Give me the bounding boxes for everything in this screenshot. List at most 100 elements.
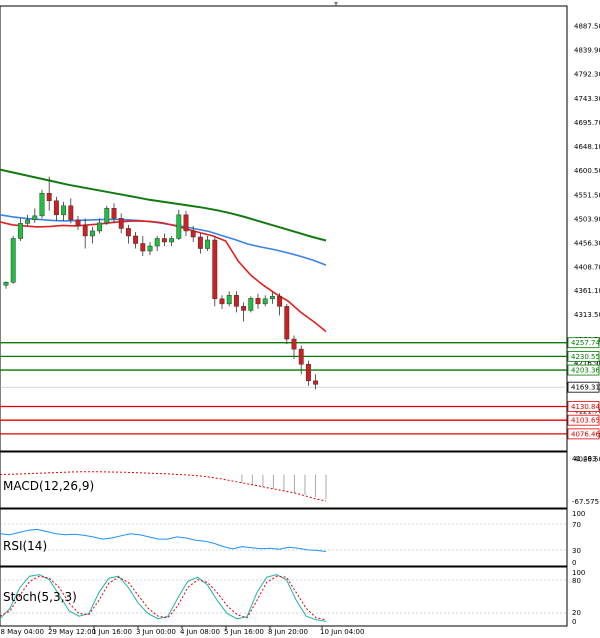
price-tick: 4216.90 bbox=[574, 360, 600, 368]
level-tag-label-0: 4257.74 bbox=[571, 339, 600, 347]
level-tag-label-3: 4130.84 bbox=[571, 403, 600, 411]
level-tag-box-4 bbox=[567, 414, 600, 426]
candle-up bbox=[10, 238, 16, 283]
candle-up bbox=[97, 222, 103, 232]
candle-down bbox=[46, 192, 52, 202]
time-label: 3 Jun 00:00 bbox=[136, 628, 176, 636]
price-tick: 4456.30 bbox=[574, 239, 600, 247]
stoch-tick-0: 0 bbox=[572, 618, 576, 626]
macd-signal-line bbox=[0, 471, 327, 502]
time-label: 10 Jun 04:00 bbox=[320, 628, 364, 636]
candle-up bbox=[154, 238, 160, 247]
candle-down bbox=[233, 295, 239, 307]
rsi-tick-0: 0 bbox=[572, 559, 576, 567]
candle-down bbox=[111, 208, 117, 219]
candle-down bbox=[53, 200, 59, 216]
candle-up bbox=[89, 230, 95, 237]
price-tick: 4408.70 bbox=[574, 263, 600, 271]
candle-up bbox=[17, 223, 23, 239]
stoch-pane[interactable] bbox=[0, 566, 568, 627]
candle-down bbox=[197, 236, 203, 249]
price-tick: 4026.50 bbox=[574, 456, 600, 464]
candle-down bbox=[161, 238, 167, 243]
candle-down bbox=[277, 296, 283, 307]
candle-up bbox=[262, 298, 268, 305]
candle-down bbox=[82, 225, 88, 237]
candle-down bbox=[255, 298, 261, 305]
candle-down bbox=[125, 228, 131, 237]
level-tag-label-1: 4230.55 bbox=[571, 353, 600, 361]
candle-up bbox=[226, 295, 232, 305]
level-tag-box-5 bbox=[567, 428, 600, 440]
rsi-tick-100: 100 bbox=[572, 510, 585, 518]
price-tick: 4551.50 bbox=[574, 191, 600, 199]
rsi-title: RSI(14) bbox=[3, 539, 47, 553]
scroll-marker-icon[interactable] bbox=[334, 2, 338, 6]
candle-up bbox=[61, 205, 67, 216]
price-tick: 4313.50 bbox=[574, 311, 600, 319]
candle-down bbox=[140, 243, 146, 252]
candle-down bbox=[298, 348, 304, 365]
time-label: 4 Jun 08:00 bbox=[180, 628, 220, 636]
time-label: 8 Jun 20:00 bbox=[268, 628, 308, 636]
candle-down bbox=[212, 239, 218, 300]
price-tick: 4887.50 bbox=[574, 23, 600, 31]
candle-down bbox=[183, 214, 189, 232]
price-tick: 4503.90 bbox=[574, 215, 600, 223]
candle-down bbox=[313, 380, 319, 385]
candle-up bbox=[25, 219, 31, 224]
price-tick: 4743.30 bbox=[574, 95, 600, 103]
candle-down bbox=[284, 306, 290, 340]
macd-title: MACD(12,26,9) bbox=[3, 479, 94, 493]
rsi-tick-30: 30 bbox=[572, 547, 581, 555]
candle-up bbox=[248, 298, 254, 311]
time-label: 28 May 04:00 bbox=[0, 628, 44, 636]
stoch-tick-80: 80 bbox=[572, 577, 581, 585]
price-tick: 4648.10 bbox=[574, 143, 600, 151]
candle-down bbox=[75, 219, 81, 227]
level-tag-box-3 bbox=[567, 401, 600, 412]
candle-up bbox=[205, 239, 211, 249]
time-label: 1 Jun 16:00 bbox=[92, 628, 132, 636]
rsi-line bbox=[0, 528, 327, 552]
candle-down bbox=[118, 218, 124, 229]
ma-green-line bbox=[0, 168, 327, 242]
candle-up bbox=[32, 215, 38, 221]
level-tag-label-4: 4103.65 bbox=[571, 417, 600, 425]
time-axis: 28 May 04:00 29 May 12:001 Jun 16:00 3 Jun… bbox=[0, 626, 364, 636]
candle-up bbox=[176, 214, 182, 239]
current-price-tag: 4169.31 bbox=[571, 384, 600, 392]
candle-down bbox=[241, 306, 247, 311]
stoch-main-line bbox=[0, 574, 327, 622]
macd-tick-top: 41.493 bbox=[572, 455, 597, 463]
time-label: 29 May 12:00 bbox=[48, 628, 96, 636]
level-tag-label-5: 4076.46 bbox=[571, 430, 600, 438]
rsi-pane[interactable] bbox=[0, 508, 568, 567]
level-tag-box-1 bbox=[567, 350, 600, 362]
candle-up bbox=[39, 192, 45, 217]
level-tag-box-0 bbox=[567, 337, 600, 349]
level-tag-box-2 bbox=[567, 364, 600, 376]
candle-up bbox=[169, 238, 175, 243]
price-tick: 4792.30 bbox=[574, 70, 600, 78]
candle-up bbox=[269, 296, 275, 300]
time-label: 5 Jun 16:00 bbox=[224, 628, 264, 636]
candle-down bbox=[190, 230, 196, 238]
candle-up bbox=[147, 245, 153, 252]
ma-red-line bbox=[0, 220, 327, 333]
price-tick: 4695.70 bbox=[574, 119, 600, 127]
candle-up bbox=[3, 281, 9, 286]
price-tick: 4361.10 bbox=[574, 287, 600, 295]
candle-down bbox=[219, 298, 225, 305]
stoch-tick-20: 20 bbox=[572, 609, 581, 617]
current-price-tag-box bbox=[567, 381, 600, 393]
price-tick: 4600.50 bbox=[574, 167, 600, 175]
candle-down bbox=[133, 235, 139, 244]
price-tick: 4839.90 bbox=[574, 46, 600, 54]
candle-up bbox=[104, 208, 110, 224]
candle-down bbox=[305, 363, 311, 382]
candle-down bbox=[68, 205, 74, 221]
rsi-tick-70: 70 bbox=[572, 521, 581, 529]
level-tag-label-2: 4203.36 bbox=[571, 367, 600, 375]
